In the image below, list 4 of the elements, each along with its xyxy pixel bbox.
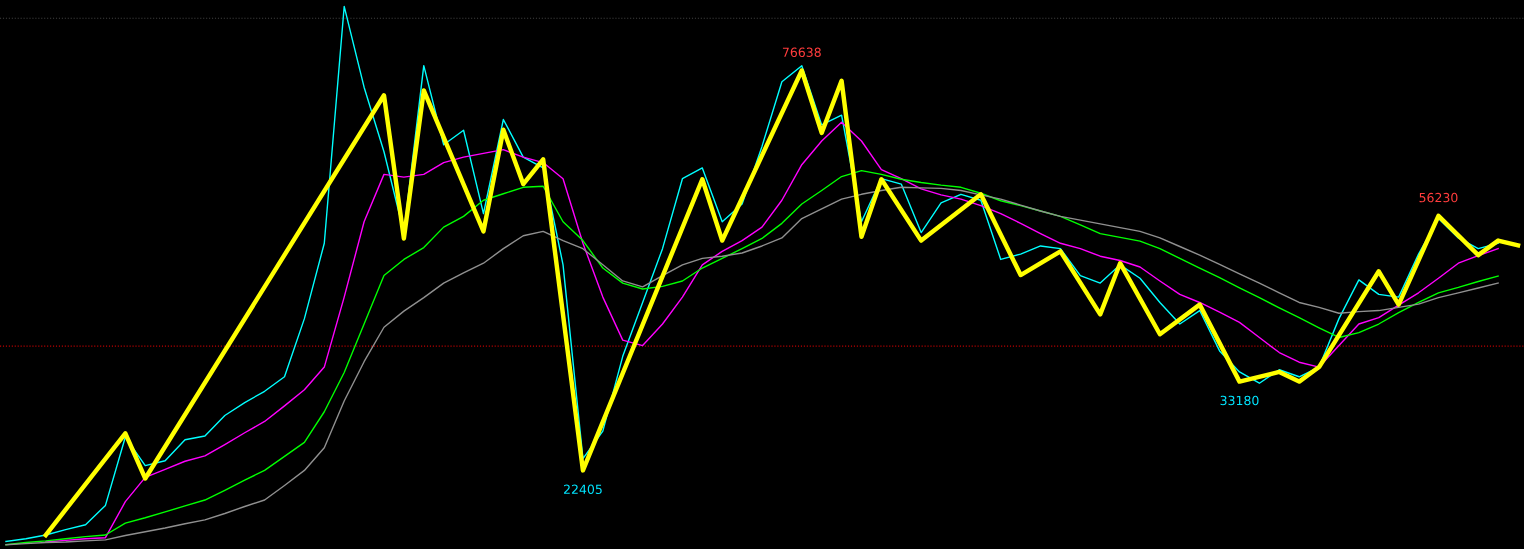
annotation: 22405: [563, 484, 602, 494]
annotation: 33180: [1220, 395, 1259, 406]
annotation: 76638: [782, 47, 821, 57]
annotation: 56230: [1419, 192, 1458, 203]
